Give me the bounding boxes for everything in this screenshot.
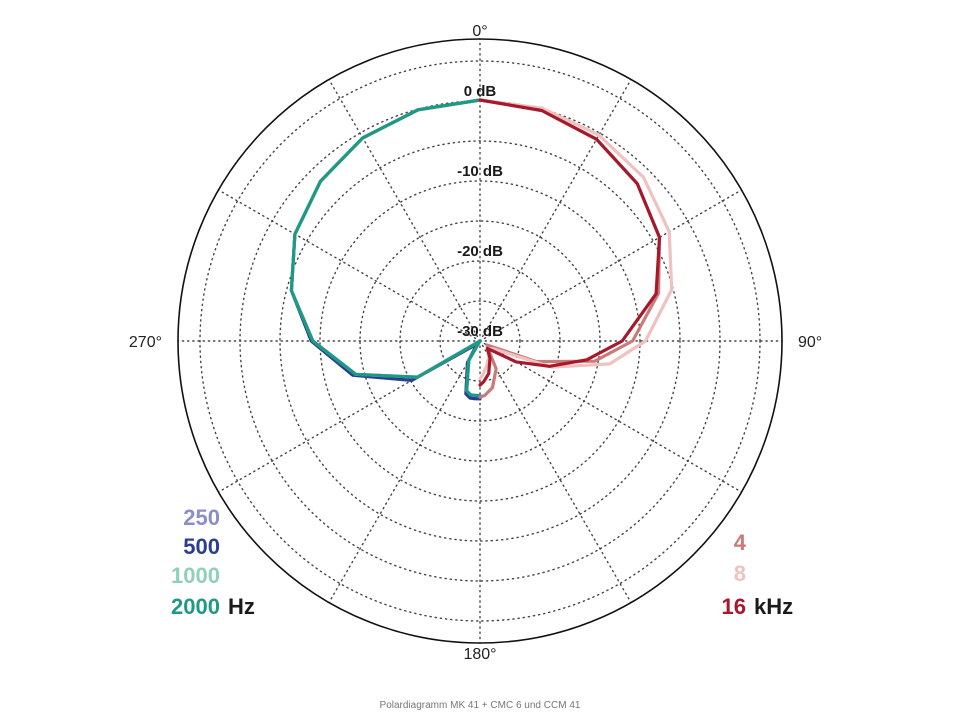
angle-label-90: 90° (798, 334, 822, 351)
grid-spoke (479, 340, 632, 604)
ring-labels: 0 dB -10 dB -20 dB -30 dB (457, 83, 503, 340)
grid-ring (199, 60, 761, 622)
legend-entry-4: 4 (734, 530, 747, 555)
grid-spoke (217, 340, 481, 493)
grid-ring (279, 140, 681, 542)
series-2000-hz-curve (289, 98, 482, 398)
ring-label: -20 dB (457, 243, 503, 260)
legend-entry-1000: 1000 (171, 563, 220, 588)
grid-spoke (479, 78, 632, 342)
legend-entry-250: 250 (183, 505, 220, 530)
legend-entry-2000: 2000 (171, 594, 220, 619)
angle-label-270: 270° (129, 334, 162, 351)
grid-spoke (217, 189, 481, 342)
series-1000-hz-curve (289, 98, 482, 398)
ring-label: -10 dB (457, 163, 503, 180)
series-16-khz-curve (478, 98, 662, 387)
outer-circle (177, 38, 783, 644)
legend-entry-16: 16 (722, 594, 746, 619)
grid-spoke (328, 340, 481, 604)
polar-curves (289, 98, 674, 401)
grid-ring (399, 260, 561, 422)
legend-left: 250 500 1000 2000 Hz (171, 505, 255, 619)
grid-ring (239, 100, 721, 582)
legend-unit-hz: Hz (228, 594, 255, 619)
legend-entry-500: 500 (183, 534, 220, 559)
grid-spoke (328, 78, 481, 342)
grid-ring (319, 180, 641, 502)
legend-entry-8: 8 (734, 561, 746, 586)
angle-labels: 0° 90° 180° 270° (129, 23, 822, 663)
series-250-hz-curve (289, 98, 482, 401)
grid-spoke (479, 189, 743, 342)
angle-label-180: 180° (463, 646, 496, 663)
angle-label-0: 0° (472, 23, 487, 40)
grid-ring (439, 300, 521, 382)
series-500-hz-curve (289, 98, 482, 401)
legend-unit-khz: kHz (754, 594, 793, 619)
grid-spoke (479, 340, 743, 493)
series-8-khz-curve (478, 98, 674, 381)
legend-right: 4 8 16 kHz (722, 530, 794, 619)
ring-label: -30 dB (457, 323, 503, 340)
ring-label: 0 dB (464, 83, 497, 100)
chart-caption: Polardiagramm MK 41 + CMC 6 und CCM 41 (380, 700, 581, 711)
grid-ring (359, 220, 601, 462)
